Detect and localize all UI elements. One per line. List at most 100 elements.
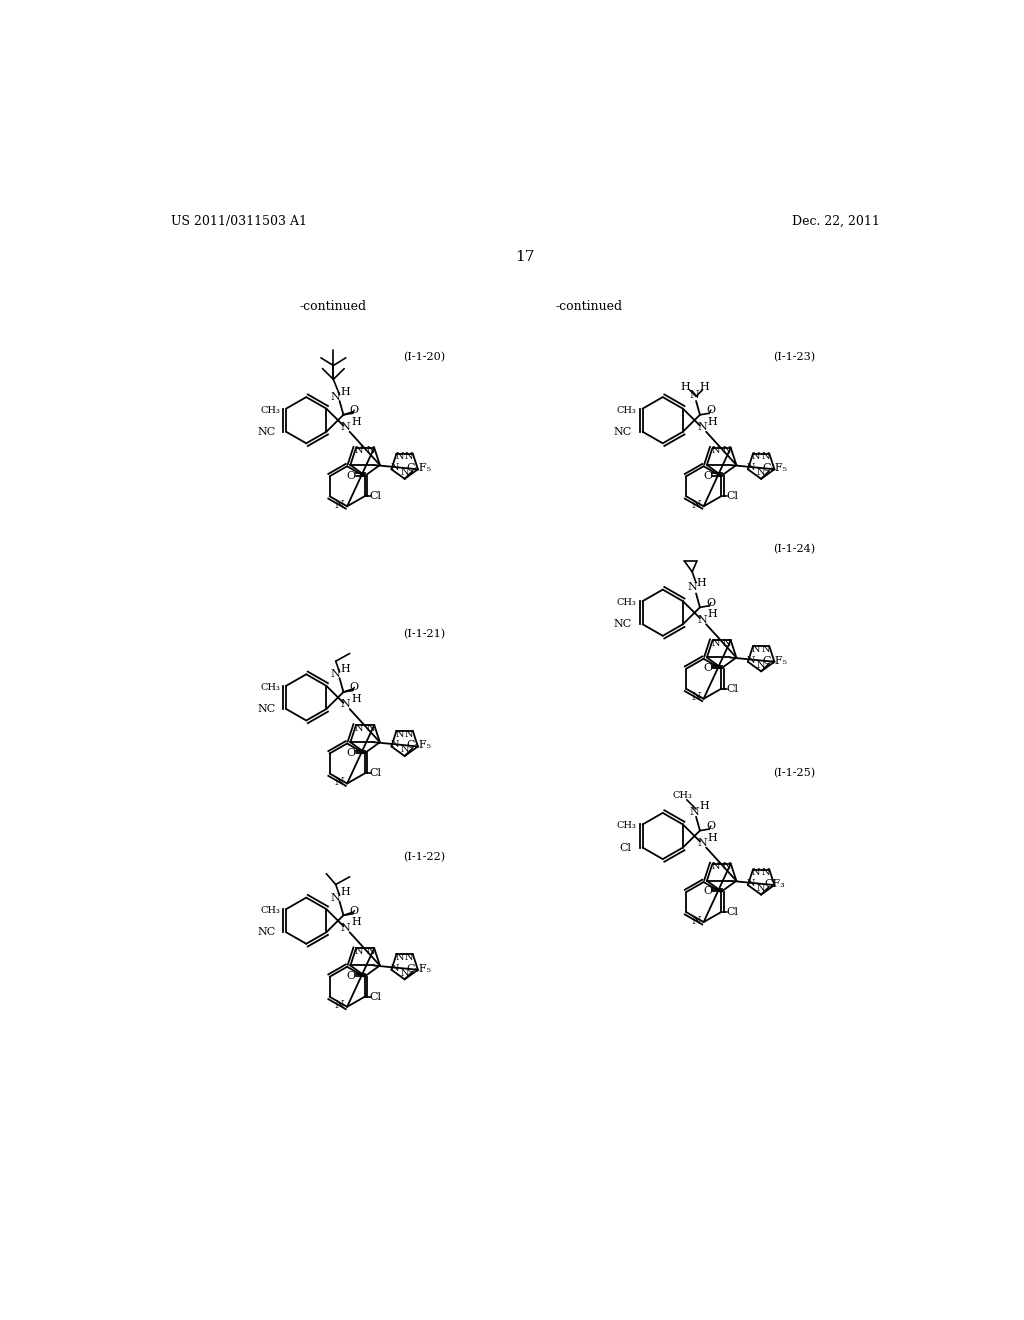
Text: CF₃: CF₃ [765, 879, 785, 888]
Text: N: N [404, 953, 414, 962]
Text: CH₃: CH₃ [616, 598, 636, 607]
Text: -continued: -continued [300, 300, 367, 313]
Text: N: N [689, 389, 699, 400]
Text: N: N [335, 500, 344, 510]
Text: N: N [341, 923, 350, 933]
Text: CH₃: CH₃ [260, 405, 280, 414]
Text: N: N [752, 869, 760, 878]
Text: N: N [761, 869, 770, 878]
Text: N: N [752, 645, 760, 653]
Text: CH₃: CH₃ [616, 821, 636, 830]
Text: N: N [691, 500, 700, 510]
Text: Cl: Cl [726, 491, 738, 502]
Text: N: N [335, 777, 344, 787]
Text: N: N [355, 946, 364, 956]
Text: O: O [350, 682, 358, 693]
Text: O: O [346, 748, 355, 758]
Text: N: N [400, 469, 409, 478]
Text: H: H [351, 417, 360, 426]
Text: H: H [699, 381, 709, 392]
Text: N: N [712, 639, 720, 648]
Text: O: O [703, 887, 713, 896]
Text: C₂F₅: C₂F₅ [407, 964, 431, 974]
Text: CH₃: CH₃ [616, 405, 636, 414]
Text: (I-1-21): (I-1-21) [403, 630, 445, 639]
Text: H: H [699, 801, 709, 810]
Text: N: N [331, 669, 341, 680]
Text: CH₃: CH₃ [260, 907, 280, 915]
Text: NC: NC [257, 927, 275, 937]
Text: H: H [340, 664, 350, 675]
Text: N: N [752, 453, 760, 462]
Text: C₂F₅: C₂F₅ [407, 741, 431, 750]
Text: N: N [757, 469, 765, 478]
Text: N: N [367, 446, 375, 455]
Text: Cl: Cl [620, 842, 632, 853]
Text: O: O [350, 405, 358, 416]
Text: N: N [404, 730, 414, 739]
Text: N: N [331, 892, 341, 903]
Text: N: N [395, 453, 403, 462]
Text: Cl: Cl [370, 991, 381, 1002]
Text: (I-1-23): (I-1-23) [773, 352, 815, 362]
Text: H: H [351, 694, 360, 704]
Text: N: N [390, 463, 398, 473]
Text: N: N [400, 746, 409, 755]
Text: O: O [707, 598, 716, 607]
Text: N: N [761, 645, 770, 653]
Text: N: N [746, 879, 756, 888]
Text: N: N [390, 741, 398, 750]
Text: H: H [696, 578, 707, 587]
Text: Cl: Cl [370, 491, 381, 502]
Text: O: O [703, 471, 713, 480]
Text: NC: NC [257, 704, 275, 714]
Text: N: N [331, 392, 341, 403]
Text: H: H [340, 387, 350, 397]
Text: N: N [400, 969, 409, 978]
Text: H: H [708, 417, 717, 426]
Text: N: N [746, 463, 756, 473]
Text: -continued: -continued [556, 300, 623, 313]
Text: NC: NC [613, 426, 632, 437]
Text: Cl: Cl [726, 684, 738, 694]
Text: (I-1-22): (I-1-22) [403, 853, 445, 863]
Text: Dec. 22, 2011: Dec. 22, 2011 [792, 215, 880, 228]
Text: O: O [707, 405, 716, 416]
Text: O: O [703, 663, 713, 673]
Text: CH₃: CH₃ [672, 791, 692, 800]
Text: N: N [697, 838, 708, 847]
Text: N: N [355, 446, 364, 455]
Text: N: N [355, 723, 364, 733]
Text: N: N [723, 639, 731, 648]
Text: (I-1-25): (I-1-25) [773, 768, 815, 777]
Text: N: N [712, 862, 720, 871]
Text: N: N [723, 446, 731, 455]
Text: N: N [687, 582, 697, 593]
Text: 17: 17 [515, 249, 535, 264]
Text: N: N [691, 916, 700, 925]
Text: N: N [723, 862, 731, 871]
Text: N: N [691, 692, 700, 702]
Text: N: N [746, 656, 756, 665]
Text: NC: NC [613, 619, 632, 630]
Text: N: N [341, 422, 350, 432]
Text: O: O [707, 821, 716, 832]
Text: H: H [340, 887, 350, 898]
Text: NC: NC [257, 426, 275, 437]
Text: N: N [395, 730, 403, 739]
Text: H: H [708, 833, 717, 842]
Text: C₂F₅: C₂F₅ [407, 463, 431, 473]
Text: H: H [680, 381, 690, 392]
Text: CH₃: CH₃ [260, 682, 280, 692]
Text: N: N [697, 615, 708, 624]
Text: N: N [689, 807, 699, 817]
Text: N: N [761, 453, 770, 462]
Text: H: H [708, 610, 717, 619]
Text: N: N [390, 964, 398, 973]
Text: US 2011/0311503 A1: US 2011/0311503 A1 [171, 215, 306, 228]
Text: N: N [367, 723, 375, 733]
Text: O: O [350, 906, 358, 916]
Text: C₂F₅: C₂F₅ [763, 463, 787, 473]
Text: Cl: Cl [726, 907, 738, 917]
Text: Cl: Cl [370, 768, 381, 779]
